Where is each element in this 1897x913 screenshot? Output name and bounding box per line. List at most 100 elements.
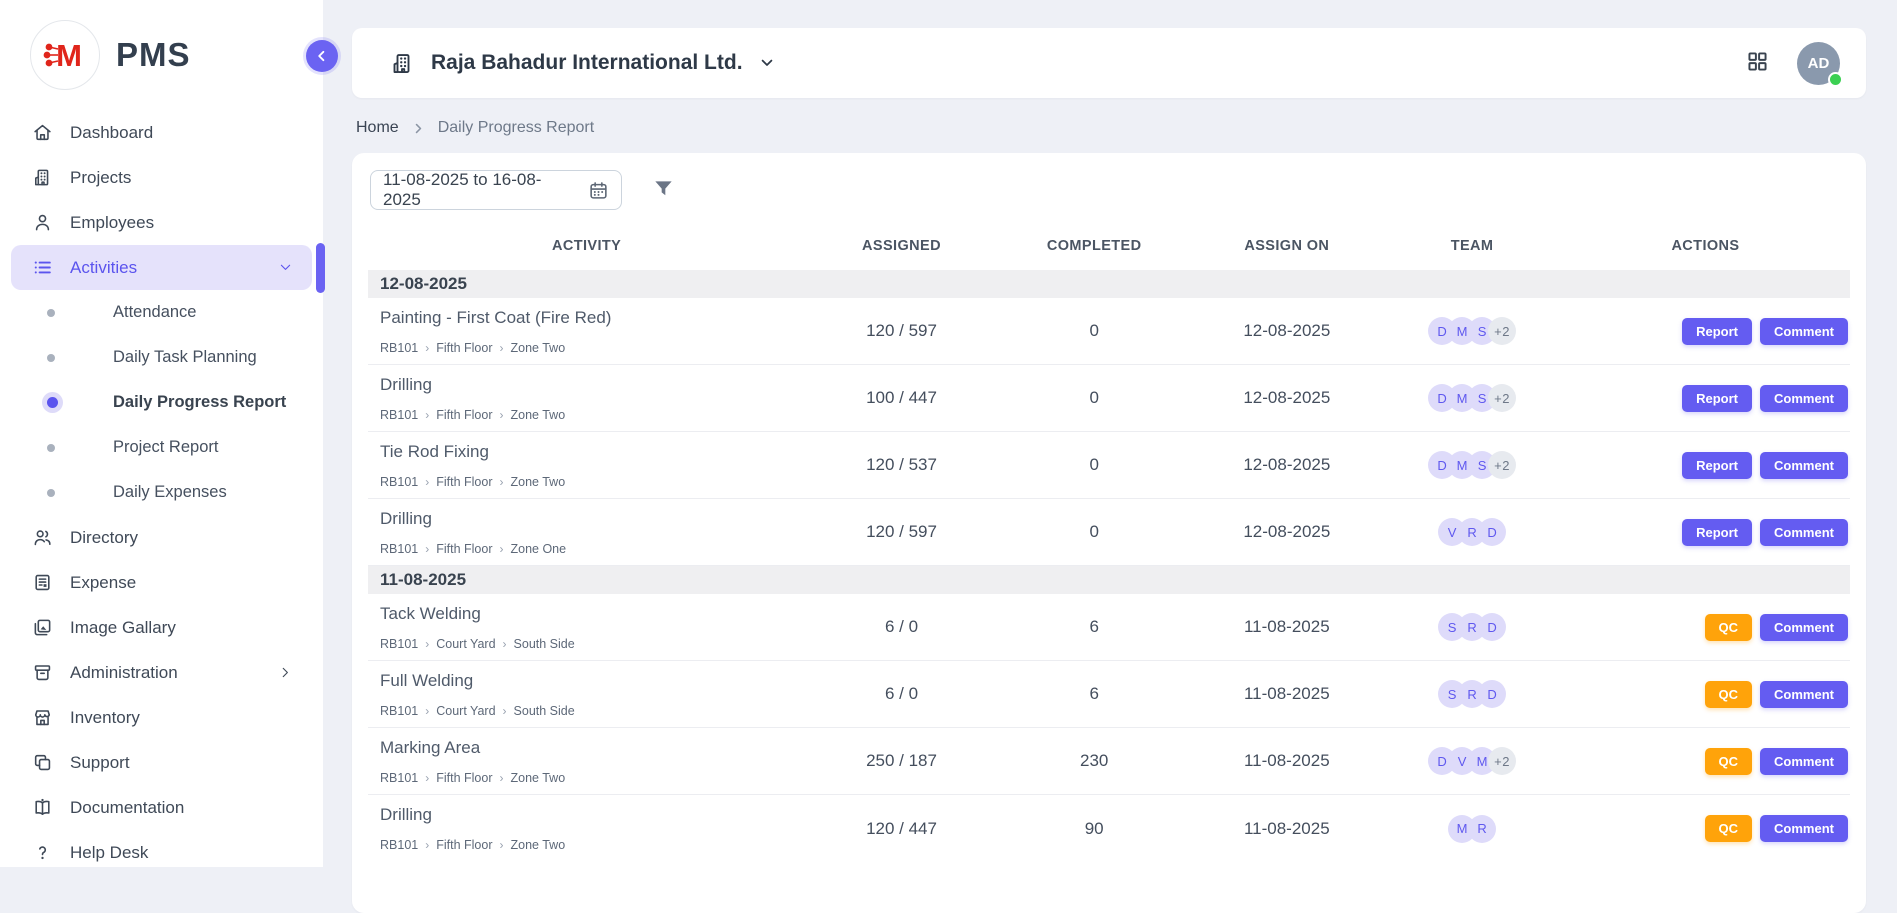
date-range-value: 11-08-2025 to 16-08-2025 [383,170,578,210]
chevron-right-icon: › [500,476,504,488]
report-button[interactable]: Report [1682,519,1752,546]
sidebar-subitem-label: Daily Progress Report [113,393,286,412]
activity-cell: Painting - First Coat (Fire Red) RB101›F… [368,308,805,355]
sidebar-item-administration[interactable]: Administration [11,650,312,695]
topbar-right: AD [1746,42,1840,85]
chevron-left-icon [315,49,329,63]
sidebar-item-employees[interactable]: Employees [11,200,312,245]
sidebar: M PMS Dashboard Projects Employees Activiti… [0,0,323,867]
breadcrumb-home[interactable]: Home [356,119,399,137]
chevron-right-icon: › [425,772,429,784]
assign-on-date: 12-08-2025 [1191,455,1384,475]
qc-button[interactable]: QC [1705,614,1753,641]
company-selector[interactable]: Raja Bahadur International Ltd. [390,51,775,76]
table-row: Painting - First Coat (Fire Red) RB101›F… [368,298,1850,365]
sidebar-item-activities[interactable]: Activities [11,245,312,290]
filter-button[interactable] [652,177,675,203]
table-body: 12-08-2025 Painting - First Coat (Fire R… [368,270,1850,862]
table-row: Tie Rod Fixing RB101›Fifth Floor›Zone Tw… [368,432,1850,499]
comment-button[interactable]: Comment [1760,681,1848,708]
topbar: Raja Bahadur International Ltd. AD [352,28,1866,98]
group-date-row: 12-08-2025 [368,270,1850,298]
activity-location-breadcrumb: RB101›Fifth Floor›Zone Two [380,475,805,489]
comment-button[interactable]: Comment [1760,614,1848,641]
location-segment: Fifth Floor [436,771,492,785]
table-row: Full Welding RB101›Court Yard›South Side… [368,661,1850,728]
qc-button[interactable]: QC [1705,815,1753,842]
table-row: Tack Welding RB101›Court Yard›South Side… [368,594,1850,661]
completed-value: 0 [998,455,1191,475]
breadcrumb-current: Daily Progress Report [438,119,595,137]
team-more-badge: +2 [1488,451,1516,479]
qc-button[interactable]: QC [1705,748,1753,775]
chevron-right-icon: › [500,839,504,851]
activity-cell: Drilling RB101›Fifth Floor›Zone Two [368,805,805,852]
user-avatar[interactable]: AD [1797,42,1840,85]
sidebar-subitem-attendance[interactable]: Attendance [11,290,312,335]
column-header-activity: ACTIVITY [368,238,805,254]
table-header: ACTIVITYASSIGNEDCOMPLETEDASSIGN ONTEAMAC… [368,226,1850,270]
report-button[interactable]: Report [1682,385,1752,412]
apps-grid-button[interactable] [1746,50,1769,76]
team-more-badge: +2 [1488,384,1516,412]
team-cell: DMS+2 [1383,384,1561,412]
app-name: PMS [116,36,191,74]
sidebar-item-documentation[interactable]: Documentation [11,785,312,830]
sidebar-item-expense[interactable]: Expense [11,560,312,605]
comment-button[interactable]: Comment [1760,519,1848,546]
sidebar-item-support[interactable]: Support [11,740,312,785]
qc-button[interactable]: QC [1705,681,1753,708]
team-more-badge: +2 [1488,317,1516,345]
sidebar-item-dashboard[interactable]: Dashboard [11,110,312,155]
table-row: Drilling RB101›Fifth Floor›Zone Two 100 … [368,365,1850,432]
comment-button[interactable]: Comment [1760,815,1848,842]
activity-name: Drilling [380,805,805,825]
sidebar-item-label: Projects [70,168,131,188]
activity-location-breadcrumb: RB101›Fifth Floor›Zone Two [380,341,805,355]
actions-cell: Report Comment [1561,519,1850,546]
bullet-dot-icon [47,309,55,317]
actions-cell: Report Comment [1561,318,1850,345]
comment-button[interactable]: Comment [1760,748,1848,775]
team-cell: VRD [1383,518,1561,546]
chevron-right-icon: › [425,543,429,555]
report-button[interactable]: Report [1682,318,1752,345]
sidebar-subitem-project-report[interactable]: Project Report [11,425,312,470]
assign-on-date: 11-08-2025 [1191,751,1384,771]
sidebar-item-projects[interactable]: Projects [11,155,312,200]
sidebar-subitem-daily-progress-report[interactable]: Daily Progress Report [11,380,312,425]
activity-location-breadcrumb: RB101›Court Yard›South Side [380,704,805,718]
comment-button[interactable]: Comment [1760,452,1848,479]
chevron-right-icon: › [500,409,504,421]
location-segment: Zone One [511,542,567,556]
bullet-dot-icon [47,489,55,497]
sidebar-item-image-gallary[interactable]: Image Gallary [11,605,312,650]
book-icon [31,797,53,818]
sidebar-collapse-button[interactable] [306,40,338,72]
receipt-icon [31,572,53,593]
column-header-assigned: ASSIGNED [805,238,998,254]
svg-text:M: M [56,38,82,73]
comment-button[interactable]: Comment [1760,385,1848,412]
sidebar-subitem-label: Daily Expenses [113,483,227,502]
location-segment: Zone Two [511,475,566,489]
date-range-input[interactable]: 11-08-2025 to 16-08-2025 [370,170,622,210]
activity-cell: Tie Rod Fixing RB101›Fifth Floor›Zone Tw… [368,442,805,489]
comment-button[interactable]: Comment [1760,318,1848,345]
logo-m-icon: M [42,32,88,78]
team-cell: SRD [1383,613,1561,641]
sidebar-item-directory[interactable]: Directory [11,515,312,560]
sidebar-subitem-daily-task-planning[interactable]: Daily Task Planning [11,335,312,380]
sidebar-subitem-label: Attendance [113,303,196,322]
sidebar-item-label: Employees [70,213,154,233]
location-segment: Fifth Floor [436,542,492,556]
sidebar-item-help-desk[interactable]: Help Desk [11,830,312,875]
sidebar-item-inventory[interactable]: Inventory [11,695,312,740]
main-area: Raja Bahadur International Ltd. AD Home [323,0,1897,867]
column-header-team: TEAM [1383,238,1561,254]
report-button[interactable]: Report [1682,452,1752,479]
chevron-right-icon [412,122,425,135]
location-segment: RB101 [380,408,418,422]
location-segment: Court Yard [436,704,495,718]
sidebar-subitem-daily-expenses[interactable]: Daily Expenses [11,470,312,515]
